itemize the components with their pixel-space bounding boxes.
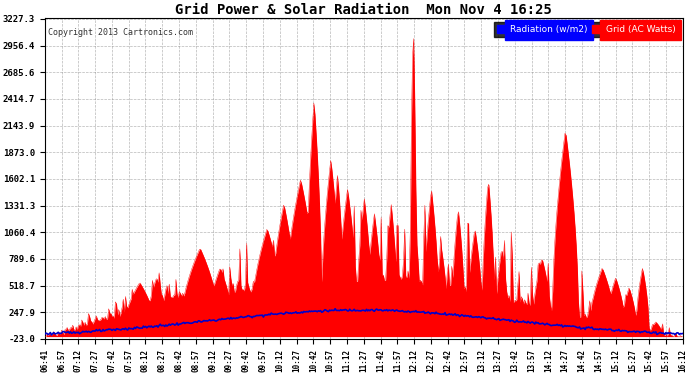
Text: Copyright 2013 Cartronics.com: Copyright 2013 Cartronics.com: [48, 28, 193, 37]
Legend: Radiation (w/m2), Grid (AC Watts): Radiation (w/m2), Grid (AC Watts): [494, 22, 678, 37]
Title: Grid Power & Solar Radiation  Mon Nov 4 16:25: Grid Power & Solar Radiation Mon Nov 4 1…: [175, 3, 552, 17]
